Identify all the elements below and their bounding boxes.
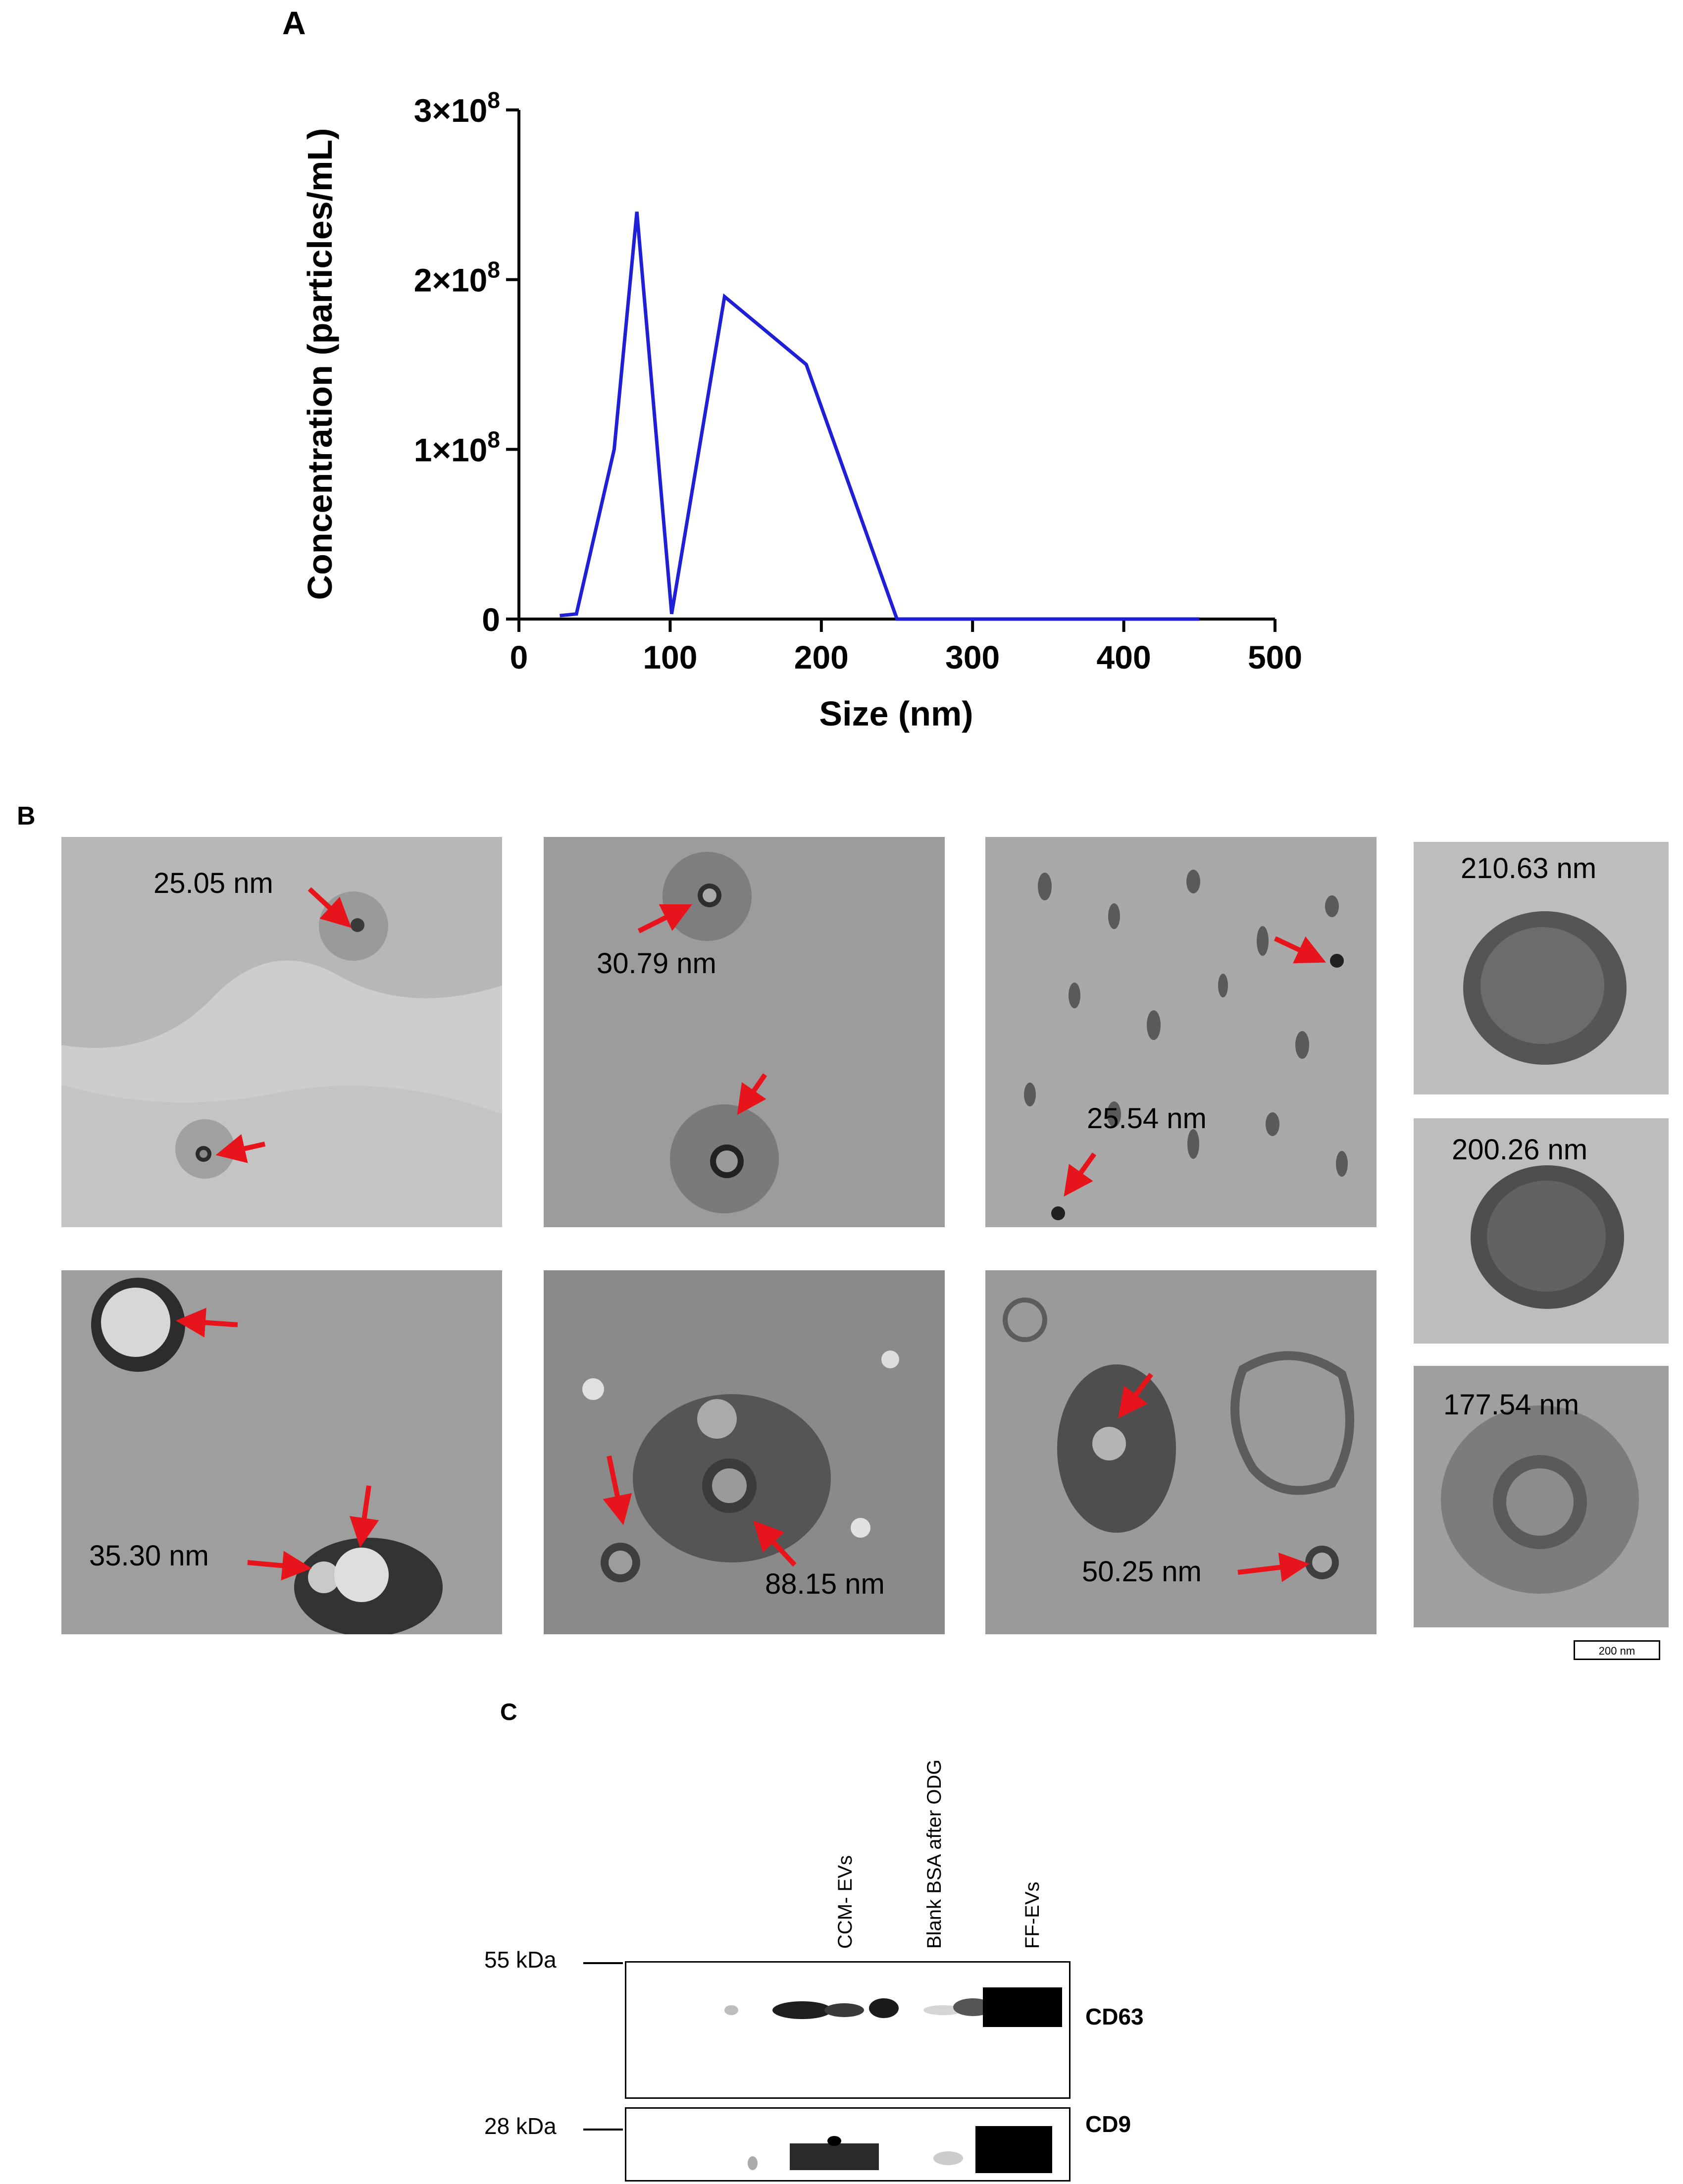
blot-cd9 [625, 2107, 1071, 2182]
arrow-3 [637, 904, 692, 934]
arrow-1 [307, 887, 352, 928]
x-tick-label: 500 [1248, 639, 1302, 676]
y-tick-label: 3×108 [414, 87, 500, 129]
size-distribution-chart: 0 100 200 300 400 500 0 1×108 2×108 3×108 Size (… [301, 87, 1302, 733]
series-line [560, 211, 1200, 621]
arrow-12 [1118, 1372, 1153, 1418]
x-tick-label: 100 [643, 639, 697, 676]
y-tick-label: 0 [482, 601, 500, 638]
lane-label-ff-evs: FF-EVs [1021, 1881, 1043, 1949]
tem-image-5 [1414, 1118, 1669, 1344]
arrow-8 [349, 1485, 379, 1548]
scale-bar: 200 nm [1574, 1640, 1660, 1660]
annotation-arrows [176, 887, 1326, 1582]
measurement-label-1: 25.05 nm [153, 867, 273, 899]
measurement-label-9: 177.54 nm [1443, 1389, 1580, 1421]
scale-bar-label: 200 nm [1598, 1645, 1635, 1657]
panel-b-letter: B [17, 802, 36, 831]
tem-image-9 [1414, 1366, 1669, 1627]
arrow-13 [1237, 1552, 1310, 1582]
panel-a-letter: A [282, 4, 306, 41]
x-tick-label: 0 [510, 639, 528, 676]
arrow-10 [603, 1455, 632, 1525]
arrow-7 [176, 1307, 238, 1338]
blot-cd63 [625, 1961, 1071, 2099]
band-label-cd9: CD9 [1085, 2111, 1131, 2137]
measurement-label-3: 25.54 nm [1087, 1102, 1207, 1135]
marker-55kda: 55 kDa [484, 1947, 557, 1973]
x-axis-label: Size (nm) [819, 694, 973, 733]
panel-c-letter: C [500, 1699, 517, 1725]
measurement-label-7: 88.15 nm [765, 1568, 885, 1600]
measurement-label-2: 30.79 nm [597, 947, 716, 980]
x-tick-label: 400 [1097, 639, 1151, 676]
tem-image-7 [544, 1270, 945, 1634]
measurement-label-6: 35.30 nm [89, 1540, 209, 1572]
x-tick-label: 200 [794, 639, 849, 676]
band-label-cd63: CD63 [1085, 2004, 1144, 2029]
tem-image-2 [544, 837, 945, 1227]
tem-image-3 [985, 837, 1377, 1227]
measurement-label-8: 50.25 nm [1082, 1556, 1202, 1588]
marker-28kda-tick [583, 2129, 623, 2131]
tem-image-1 [61, 837, 502, 1227]
marker-28kda: 28 kDa [484, 2113, 557, 2139]
y-tick-label: 2×108 [414, 257, 500, 299]
marker-55kda-tick [583, 1962, 623, 1964]
arrow-2 [215, 1134, 266, 1163]
tem-image-4 [1414, 842, 1669, 1094]
y-axis-label: Concentration (particles/mL) [301, 128, 339, 600]
measurement-label-4: 210.63 nm [1461, 852, 1597, 884]
arrow-4 [737, 1073, 767, 1115]
y-tick-label: 1×108 [414, 426, 500, 468]
arrow-9 [247, 1551, 312, 1581]
lane-label-blank-bsa: Blank BSA after ODG [923, 1759, 945, 1949]
arrow-11 [753, 1520, 797, 1567]
tem-image-6 [61, 1270, 502, 1634]
lane-label-ccm-evs: CCM- EVs [834, 1855, 856, 1949]
x-tick-label: 300 [945, 639, 1000, 676]
tem-image-8 [985, 1270, 1377, 1634]
arrow-6 [1064, 1152, 1097, 1197]
arrow-5 [1274, 936, 1326, 964]
measurement-label-5: 200.26 nm [1452, 1134, 1588, 1166]
